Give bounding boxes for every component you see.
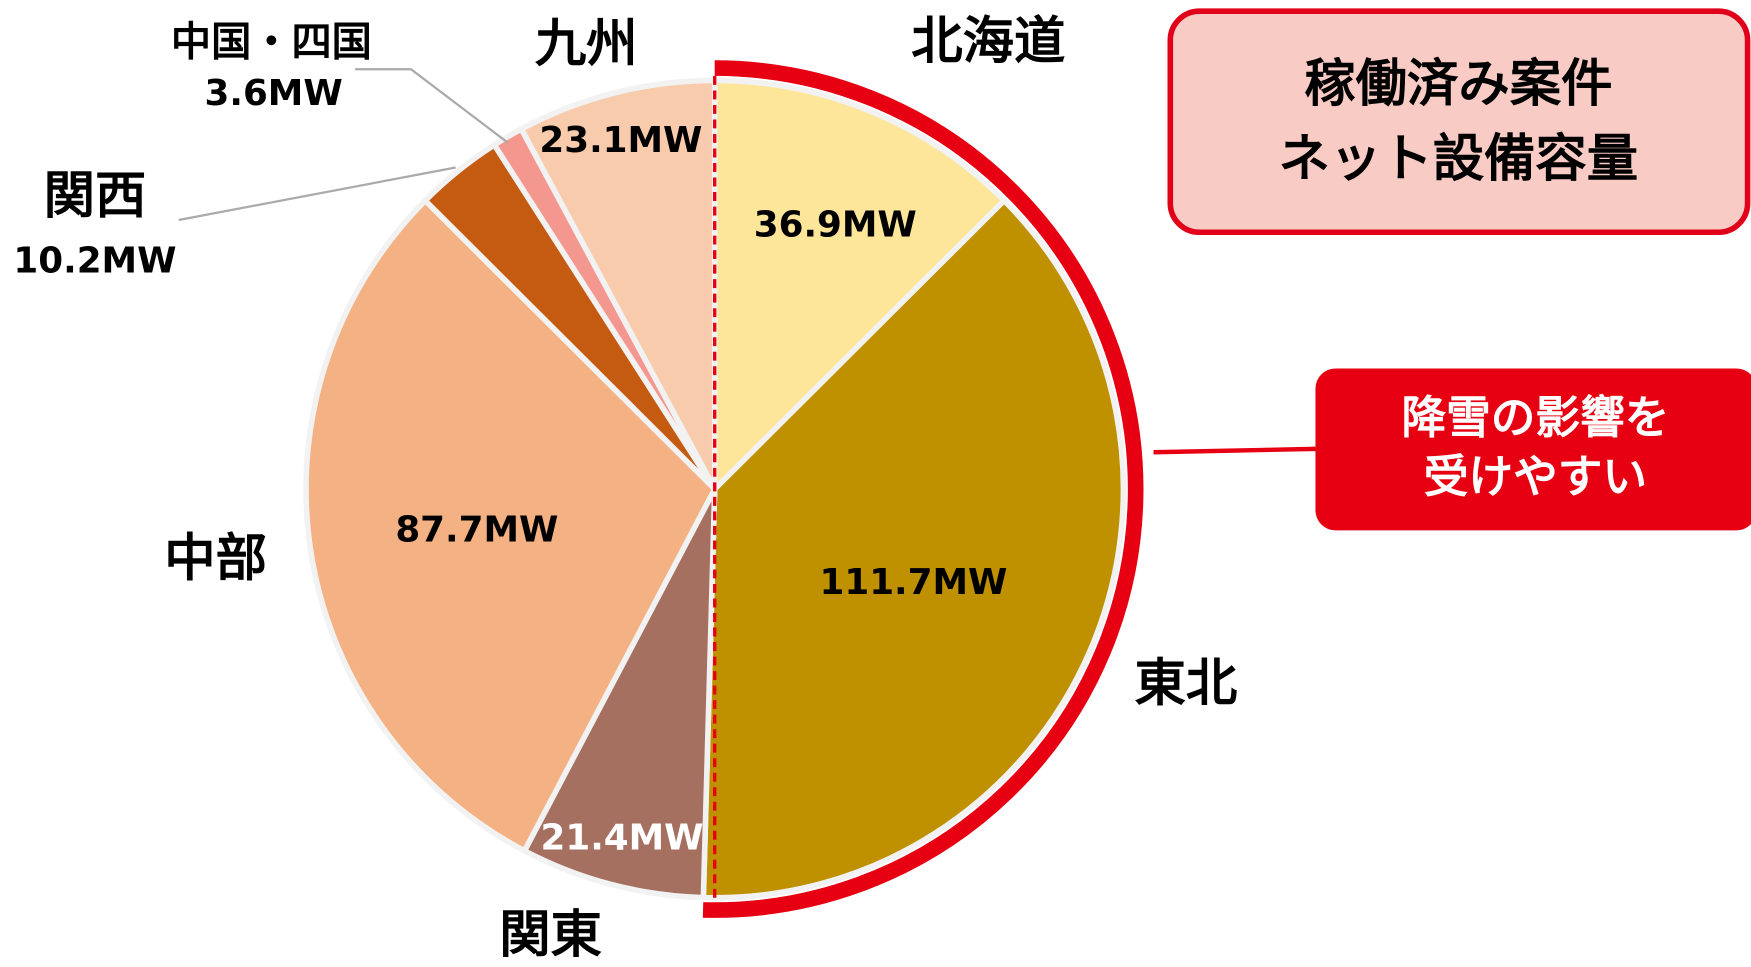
pie-slice (303, 196, 719, 855)
value-label: 111.7MW (819, 562, 1007, 603)
value-label: 23.1MW (539, 120, 702, 161)
category-label: 中国・四国 (171, 20, 372, 66)
category-label: 北海道 (911, 12, 1065, 72)
category-label: 関西 (44, 166, 147, 226)
value-label: 36.9MW (754, 205, 917, 246)
pie-slice (517, 77, 718, 491)
value-label: 10.2MW (13, 240, 176, 281)
pie (303, 77, 1127, 901)
category-label: 九州 (535, 14, 638, 74)
pie-slice (700, 196, 1127, 901)
connector (1153, 446, 1316, 455)
annotation-box (1315, 368, 1751, 531)
category-label: 中部 (164, 529, 267, 589)
value-label: 3.6MW (205, 73, 343, 114)
annotation: 降雪の影響を (1401, 392, 1669, 444)
pie-slice (520, 487, 718, 901)
category-label: 東北 (1135, 654, 1238, 714)
chart-title: ネット設備容量 (1279, 129, 1639, 189)
value-label: 21.4MW (540, 818, 703, 859)
category-label: 関東 (499, 905, 602, 965)
annotation: 受けやすい (1424, 451, 1647, 503)
leader-line (355, 68, 509, 144)
value-label: 87.7MW (395, 510, 558, 551)
title-box (1167, 8, 1751, 236)
leader-line (178, 166, 456, 222)
chart-title: 稼働済み案件 (1304, 54, 1612, 114)
pie-slice (711, 77, 1009, 496)
highlight-arc (702, 60, 1144, 918)
